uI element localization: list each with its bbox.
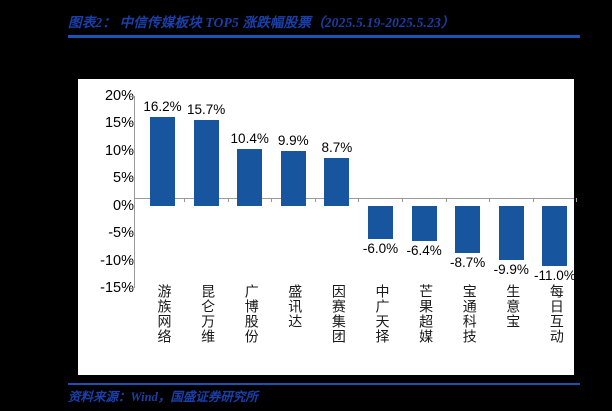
bar-value-label: -6.4%	[406, 242, 442, 258]
x-axis-category-label: 昆仑万维	[199, 284, 215, 344]
source-note: 资料来源：Wind，国盛证券研究所	[68, 390, 258, 404]
x-axis-tick-mark	[227, 198, 229, 202]
y-axis-tick-label: 10%	[104, 142, 134, 159]
bar[interactable]	[368, 205, 393, 239]
y-axis-line	[134, 96, 135, 288]
x-axis-tick-mark	[576, 198, 578, 202]
bar[interactable]	[150, 116, 175, 206]
bar[interactable]	[455, 205, 481, 254]
chart-plot-area: 20% 15% 10% 5% 0% -5% -10% -15% 16.2% 游族网络 15.7% 昆…	[78, 79, 578, 375]
x-axis-category-label: 每日互动	[547, 284, 563, 344]
x-axis-category-label: 盛讯达	[286, 284, 302, 329]
x-axis-category-label: 因赛集团	[329, 284, 345, 344]
bar-value-label: -9.9%	[493, 262, 529, 278]
page-title: 图表2： 中信传媒板块 TOP5 涨跌幅股票（2025.5.19-2025.5.…	[68, 15, 455, 30]
x-axis-category-label: 游族网络	[155, 284, 171, 344]
bar-value-label: -8.7%	[450, 255, 486, 271]
y-axis-tick-label: -15%	[100, 280, 134, 296]
y-axis-tick-mark	[130, 123, 134, 125]
x-axis-tick-mark	[358, 198, 360, 202]
y-axis-tick-label: -10%	[100, 252, 134, 269]
y-axis-tick-label: 20%	[104, 88, 134, 104]
chart-axes: 16.2% 游族网络 15.7% 昆仑万维 10.4% 广博股份 9.9% 盛讯达 8.7% 因赛…	[130, 79, 578, 375]
y-axis-tick-mark	[130, 178, 134, 180]
bar[interactable]	[324, 157, 350, 206]
y-axis-tick-label: -5%	[108, 225, 134, 242]
y-axis-tick-mark	[130, 260, 134, 262]
x-axis-tick-mark	[271, 198, 273, 202]
x-axis-category-label: 广博股份	[242, 284, 258, 344]
x-axis-category-label: 生意宝	[504, 284, 520, 329]
y-axis-tick-mark	[130, 96, 134, 97]
bar[interactable]	[498, 205, 524, 260]
x-axis-category-label: 芒果超媒	[417, 284, 433, 344]
bar-value-label: 8.7%	[321, 139, 353, 155]
x-axis-tick-mark	[402, 198, 403, 202]
y-axis-tick-label: 15%	[104, 115, 134, 132]
y-axis-tick-mark	[130, 150, 134, 152]
x-axis-category-label: 宝通科技	[460, 284, 476, 344]
bar[interactable]	[542, 205, 568, 267]
x-axis-tick-mark	[314, 198, 316, 202]
x-axis-tick-mark	[184, 198, 185, 202]
footer-divider	[68, 383, 580, 385]
bar[interactable]	[280, 151, 306, 206]
bar-value-label: 16.2%	[143, 98, 182, 114]
x-axis-tick-mark	[445, 198, 447, 202]
x-axis-tick-mark	[489, 198, 491, 202]
bar-value-label: 9.9%	[277, 133, 309, 149]
y-axis-tick-mark	[130, 233, 134, 235]
bar[interactable]	[237, 148, 263, 206]
title-divider	[68, 35, 580, 38]
x-axis-tick-mark	[532, 198, 534, 202]
bar-value-label: 15.7%	[186, 101, 226, 117]
bar-value-label: -6.0%	[362, 240, 399, 256]
bar[interactable]	[411, 205, 437, 241]
y-axis-tick-label: 0%	[113, 197, 134, 214]
y-axis-tick-label: 5%	[113, 170, 134, 187]
x-axis-category-label: 中广天择	[373, 284, 389, 344]
y-axis-tick-mark	[130, 288, 134, 289]
zero-baseline	[134, 198, 574, 199]
bar-value-label: 10.4%	[230, 130, 269, 146]
bar-value-label: -11.0%	[534, 268, 576, 284]
y-axis-label-group: 20% 15% 10% 5% 0% -5% -10% -15%	[78, 79, 134, 375]
bar[interactable]	[193, 119, 219, 206]
